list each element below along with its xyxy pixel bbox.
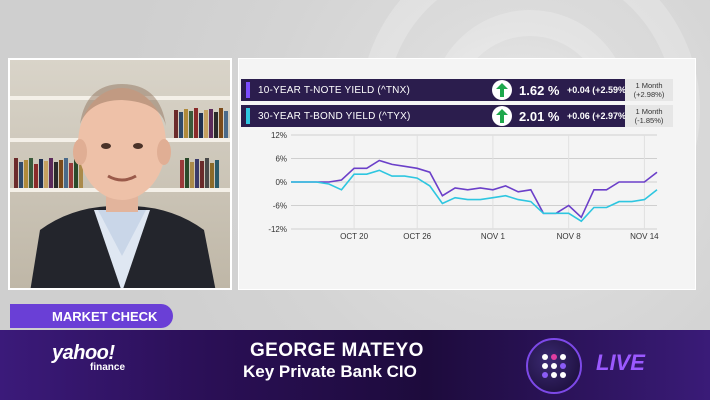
logo-sub-text: finance <box>90 362 126 373</box>
y-tick-label: 6% <box>275 155 287 164</box>
quote-label: 10-YEAR T-NOTE YIELD (^TNX) <box>258 84 410 96</box>
market-check-tag: MARKET CHECK <box>10 304 173 328</box>
guest-title: Key Private Bank CIO <box>243 362 417 381</box>
series-swatch <box>246 82 250 98</box>
y-tick-label: 0% <box>275 178 287 187</box>
guest-name: GEORGE MATEYO <box>250 340 424 361</box>
series-line-2 <box>291 169 658 223</box>
quote-value: 2.01 % <box>519 108 560 124</box>
quote-change: +0.04 (+2.59%) <box>567 85 630 95</box>
y-tick-label: 12% <box>271 131 287 140</box>
period-label: 1 Month <box>635 107 663 116</box>
lower-third-banner: yahoo! finance GEORGE MATEYO Key Private… <box>0 330 710 400</box>
period-change-tnx: 1 Month (+2.98%) <box>625 79 673 101</box>
series-line-1 <box>291 159 658 219</box>
guest-video-feed <box>8 58 232 290</box>
x-tick-label: OCT 20 <box>340 232 368 241</box>
period-change: (-1.85%) <box>634 116 664 125</box>
logo-main-text: yahoo! <box>52 342 115 364</box>
up-arrow-icon <box>492 80 512 100</box>
quote-change: +0.06 (+2.97%) <box>567 111 630 121</box>
x-tick-label: NOV 8 <box>557 232 582 241</box>
series-swatch <box>246 108 250 124</box>
quote-value: 1.62 % <box>519 82 560 98</box>
yield-line-chart: 12% 6% 0% -6% -12% OCT 20 OCT 26 NOV 1 NOV 8 NOV … <box>268 131 659 241</box>
guest-person <box>10 60 230 288</box>
live-label: LIVE <box>596 350 645 375</box>
yahoo-finance-logo: yahoo! finance <box>52 342 125 373</box>
period-change-tyx: 1 Month (-1.85%) <box>625 105 673 127</box>
books-right <box>174 108 229 138</box>
y-tick-label: -6% <box>273 202 287 211</box>
period-change: (+2.98%) <box>633 90 665 99</box>
yield-chart-card: 10-YEAR T-NOTE YIELD (^TNX) 1.62 % +0.04… <box>238 58 696 290</box>
banner-gradient <box>0 330 710 400</box>
x-tick-label: OCT 26 <box>403 232 431 241</box>
up-arrow-icon <box>492 106 512 126</box>
live-dots-icon <box>526 338 582 394</box>
quote-row-tyx[interactable]: 30-YEAR T-BOND YIELD (^TYX) 2.01 % +0.06… <box>241 105 673 127</box>
books-left <box>14 156 84 188</box>
x-tick-label: NOV 14 <box>630 232 659 241</box>
period-label: 1 Month <box>635 81 663 90</box>
quote-row-tnx[interactable]: 10-YEAR T-NOTE YIELD (^TNX) 1.62 % +0.04… <box>241 79 673 101</box>
quote-label: 30-YEAR T-BOND YIELD (^TYX) <box>258 110 411 122</box>
books-right-lower <box>180 158 220 188</box>
x-tick-label: NOV 1 <box>481 232 506 241</box>
y-tick-label: -12% <box>268 225 287 234</box>
